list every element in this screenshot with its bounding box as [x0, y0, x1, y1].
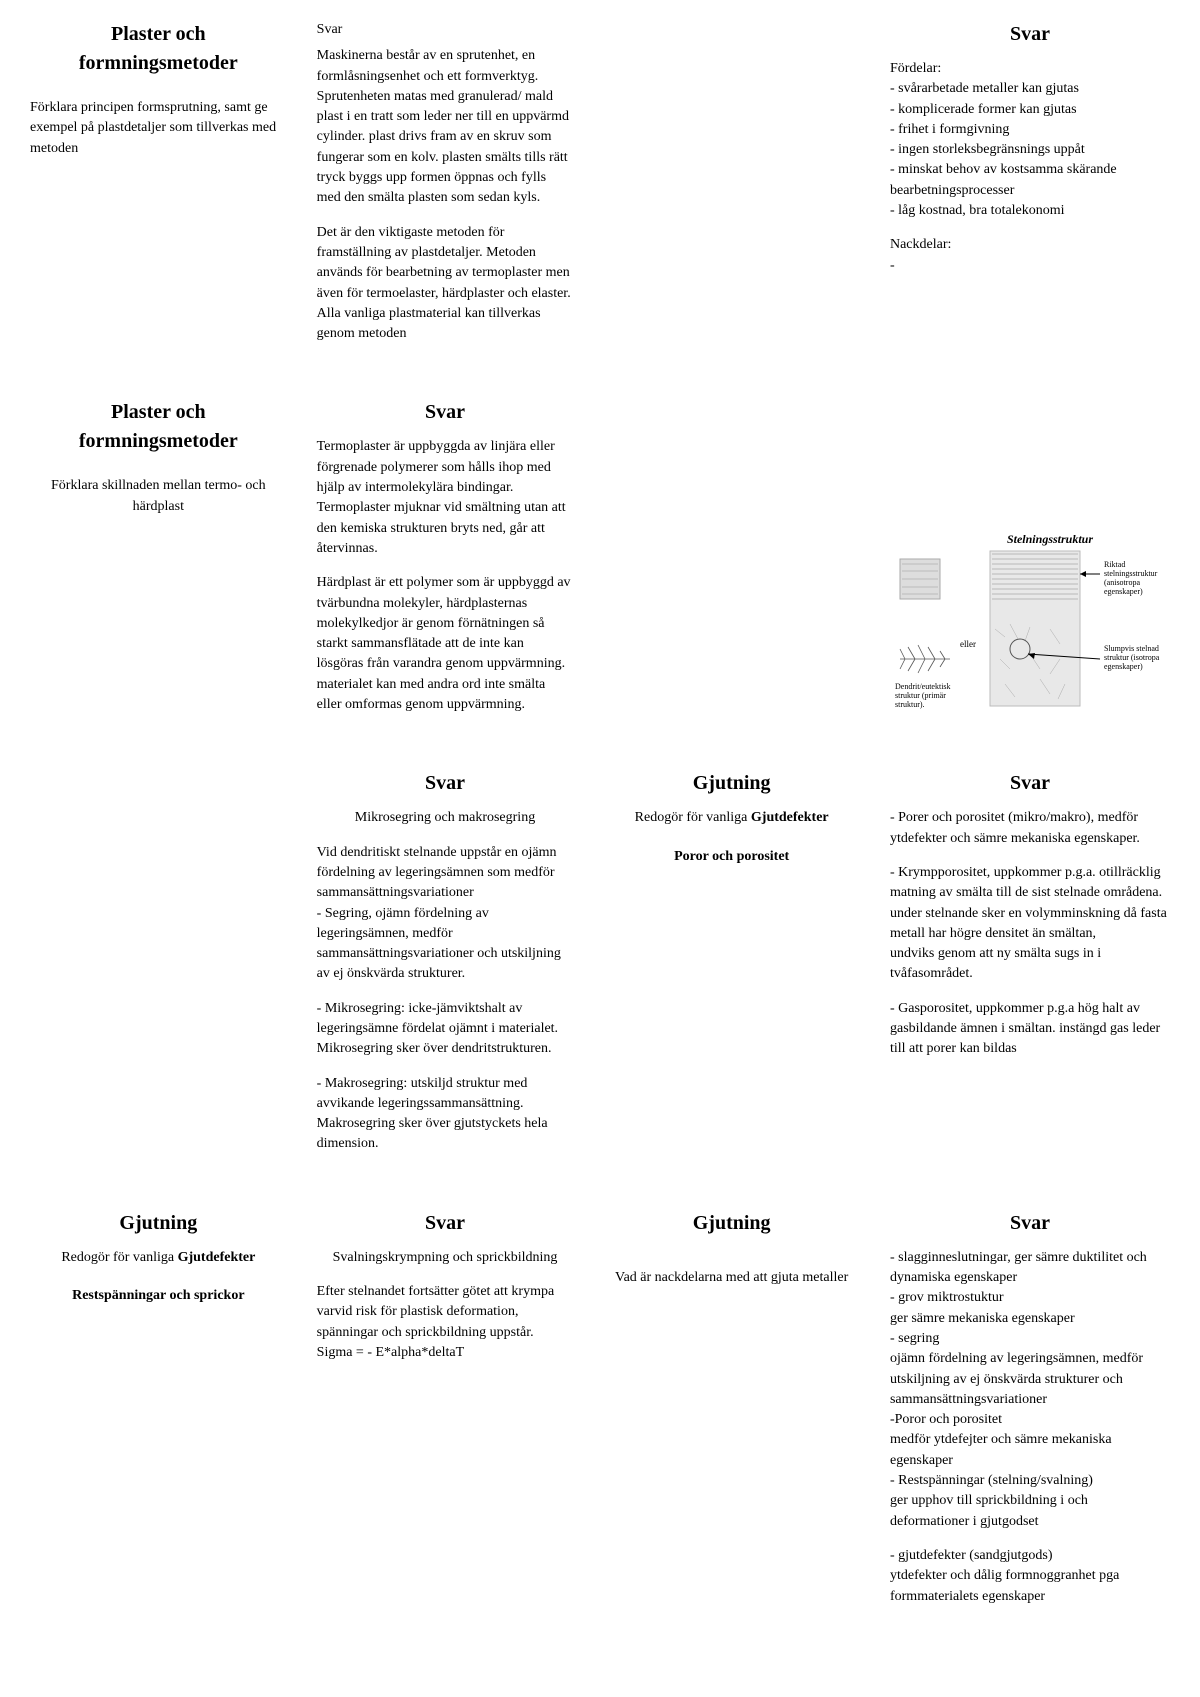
answer-subtitle: Svalningskrympning och sprickbildning [317, 1248, 574, 1268]
card-3-back: Svar Termoplaster är uppbyggda av linjär… [317, 398, 574, 729]
card-question: Redogör för vanliga Gjutdefekter [30, 1248, 287, 1268]
svar-heading: Svar [890, 1209, 1170, 1238]
card-subhead: Restspänningar och sprickor [30, 1286, 287, 1306]
nackdelar-list: - [890, 256, 1170, 276]
card-question: Förklara principen formsprutning, samt g… [30, 98, 287, 159]
card-2-back: Svar Fördelar: - svårarbetade metaller k… [890, 20, 1170, 358]
q-text-a: Redogör för vanliga [635, 810, 751, 825]
empty-cell [30, 769, 287, 1168]
card-title: Gjutning [603, 1209, 860, 1238]
answer-paragraph: Det är den viktigaste metoden för framst… [317, 223, 574, 345]
card-5-back: Svar - Porer och porositet (mikro/makro)… [890, 769, 1170, 1168]
card-6-back: Svar Svalningskrympning och sprickbildni… [317, 1209, 574, 1621]
card-4-back: Svar Mikrosegring och makrosegring Vid d… [317, 769, 574, 1168]
answer-paragraph: - Makrosegring: utskiljd struktur med av… [317, 1074, 574, 1155]
card-1-back: Svar Maskinerna består av en sprutenhet,… [317, 20, 574, 358]
answer-paragraph: - Gasporositet, uppkommer p.g.a hög halt… [890, 999, 1170, 1060]
answer-paragraph: Termoplaster är uppbyggda av linjära ell… [317, 437, 574, 559]
fordelar-label: Fördelar: [890, 59, 1170, 79]
card-question: Förklara skillnaden mellan termo- och hä… [30, 476, 287, 517]
card-5-front: Gjutning Redogör för vanliga Gjutdefekte… [603, 769, 860, 1168]
diagram-title: Stelningsstruktur [1007, 532, 1093, 546]
svar-heading: Svar [890, 769, 1170, 798]
card-title: Gjutning [30, 1209, 287, 1238]
card-7-back: Svar - slagginneslutningar, ger sämre du… [890, 1209, 1170, 1621]
answer-paragraph: Vid dendritiskt stelnande uppstår en ojä… [317, 843, 574, 985]
diagram-label-2: Slumpvis stelnad struktur (isotropa egen… [1104, 644, 1161, 671]
empty-cell [603, 398, 860, 729]
svar-heading: Svar [317, 398, 574, 427]
card-subhead: Poror och porositet [603, 847, 860, 867]
card-title: Gjutning [603, 769, 860, 798]
answer-paragraph: Efter stelnandet fortsätter götet att kr… [317, 1282, 574, 1363]
diagram-cell: Stelningsstruktur [890, 398, 1170, 729]
card-title: Plaster och formningsmetoder [30, 20, 287, 78]
card-6-front: Gjutning Redogör för vanliga Gjutdefekte… [30, 1209, 287, 1621]
fordelar-list: - svårarbetade metaller kan gjutas - kom… [890, 79, 1170, 221]
card-3-front: Plaster och formningsmetoder Förklara sk… [30, 398, 287, 729]
card-question: Redogör för vanliga Gjutdefekter [603, 808, 860, 828]
card-7-front: Gjutning Vad är nackdelarna med att gjut… [603, 1209, 860, 1621]
svar-heading: Svar [317, 1209, 574, 1238]
card-title: Plaster och formningsmetoder [30, 398, 287, 456]
dendrite-icon [900, 645, 950, 673]
answer-subtitle: Mikrosegring och makrosegring [317, 808, 574, 828]
q-text-a: Redogör för vanliga [61, 1250, 177, 1265]
answer-paragraph: - gjutdefekter (sandgjutgods) ytdefekter… [890, 1546, 1170, 1607]
stelningsstruktur-diagram: Stelningsstruktur [890, 529, 1170, 729]
svar-heading: Svar [890, 20, 1170, 49]
empty-cell [603, 20, 860, 358]
svar-label: Svar [317, 20, 574, 40]
q-text-b: Gjutdefekter [178, 1250, 256, 1265]
answer-paragraph: Maskinerna består av en sprutenhet, en f… [317, 46, 574, 208]
svar-heading: Svar [317, 769, 574, 798]
q-text-b: Gjutdefekter [751, 810, 829, 825]
answer-paragraph: - Porer och porositet (mikro/makro), med… [890, 808, 1170, 849]
answer-paragraph: - slagginneslutningar, ger sämre duktili… [890, 1248, 1170, 1532]
card-1-front: Plaster och formningsmetoder Förklara pr… [30, 20, 287, 358]
eller-label: eller [960, 639, 976, 649]
answer-paragraph: - Mikrosegring: icke-jämviktshalt av leg… [317, 999, 574, 1060]
card-question: Vad är nackdelarna med att gjuta metalle… [603, 1268, 860, 1288]
flashcard-grid: Plaster och formningsmetoder Förklara pr… [30, 20, 1170, 1621]
answer-paragraph: Härdplast är ett polymer som är uppbyggd… [317, 573, 574, 715]
diagram-label-1: Riktad stelningsstruktur (anisotropa ege… [1104, 560, 1159, 596]
arrowhead-1 [1080, 571, 1086, 577]
diagram-label-3: Dendrit/eutektisk struktur (primär struk… [895, 682, 953, 709]
answer-paragraph: - Krympporositet, uppkommer p.g.a. otill… [890, 863, 1170, 985]
nackdelar-label: Nackdelar: [890, 235, 1170, 255]
